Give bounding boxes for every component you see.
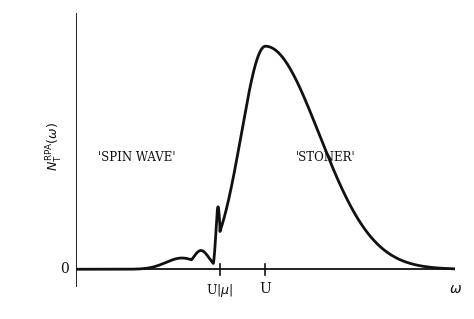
Text: 'STONER': 'STONER'	[296, 151, 356, 164]
Text: 'SPIN WAVE': 'SPIN WAVE'	[98, 151, 175, 164]
Text: $N_{\rm T}^{\rm RPA}(\omega)$: $N_{\rm T}^{\rm RPA}(\omega)$	[45, 122, 65, 171]
Text: 0: 0	[60, 262, 69, 276]
Text: U: U	[260, 282, 271, 295]
Text: U$|\mu|$: U$|\mu|$	[206, 282, 234, 299]
Text: $\omega$: $\omega$	[449, 282, 462, 295]
